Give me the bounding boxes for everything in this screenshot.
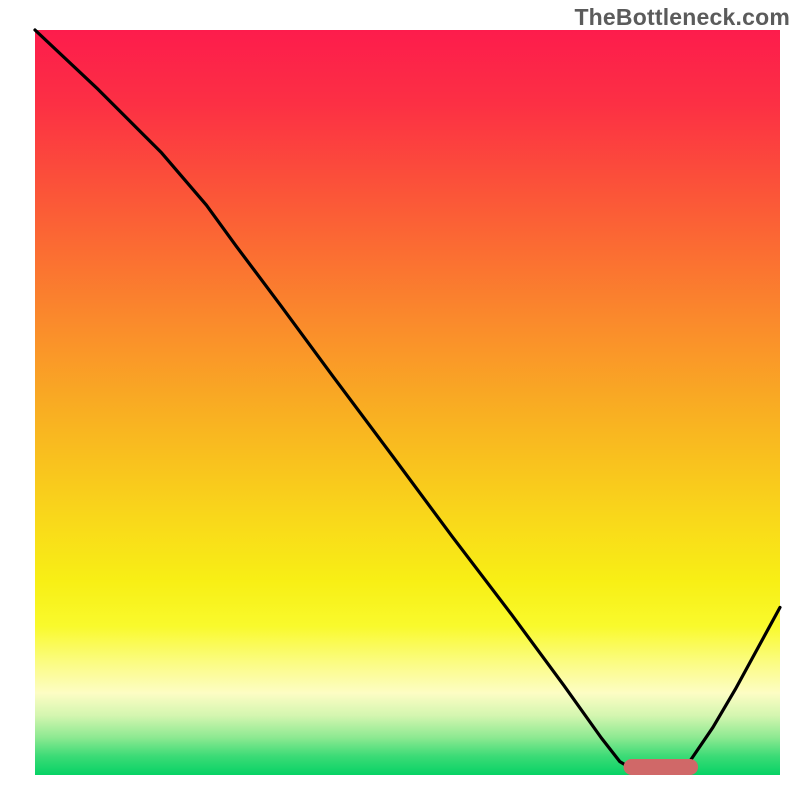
gradient-background xyxy=(35,30,780,775)
bottleneck-chart: TheBottleneck.com xyxy=(0,0,800,800)
chart-svg xyxy=(0,0,800,800)
optimal-range-marker xyxy=(624,759,699,775)
attribution-label: TheBottleneck.com xyxy=(574,4,790,31)
